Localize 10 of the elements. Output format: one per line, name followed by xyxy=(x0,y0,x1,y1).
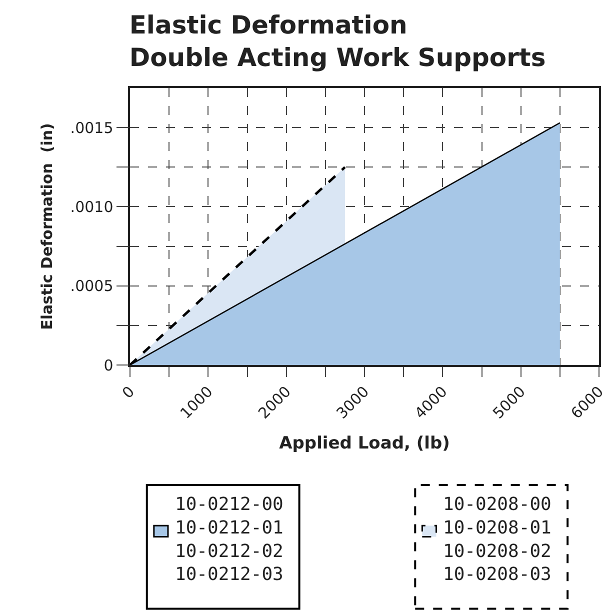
chart-title: Elastic Deformation Double Acting Work Supports xyxy=(129,10,546,72)
y-axis-title: Elastic Deformation (in) xyxy=(38,123,56,330)
y-tick-label: .0010 xyxy=(70,198,114,216)
x-axis-title: Applied Load, (lb) xyxy=(279,433,450,454)
y-tick-label: .0005 xyxy=(70,277,114,296)
y-tick-label: .0015 xyxy=(70,118,114,137)
legend-label: 10-0212-00 10-0212-01 10-0212-02 10-0212-03 xyxy=(175,494,284,586)
x-tick-label: 0 xyxy=(118,382,138,402)
y-tick-label: 0 xyxy=(104,356,114,374)
legend-label: 10-0208-00 10-0208-01 10-0208-02 10-0208-03 xyxy=(443,494,552,586)
